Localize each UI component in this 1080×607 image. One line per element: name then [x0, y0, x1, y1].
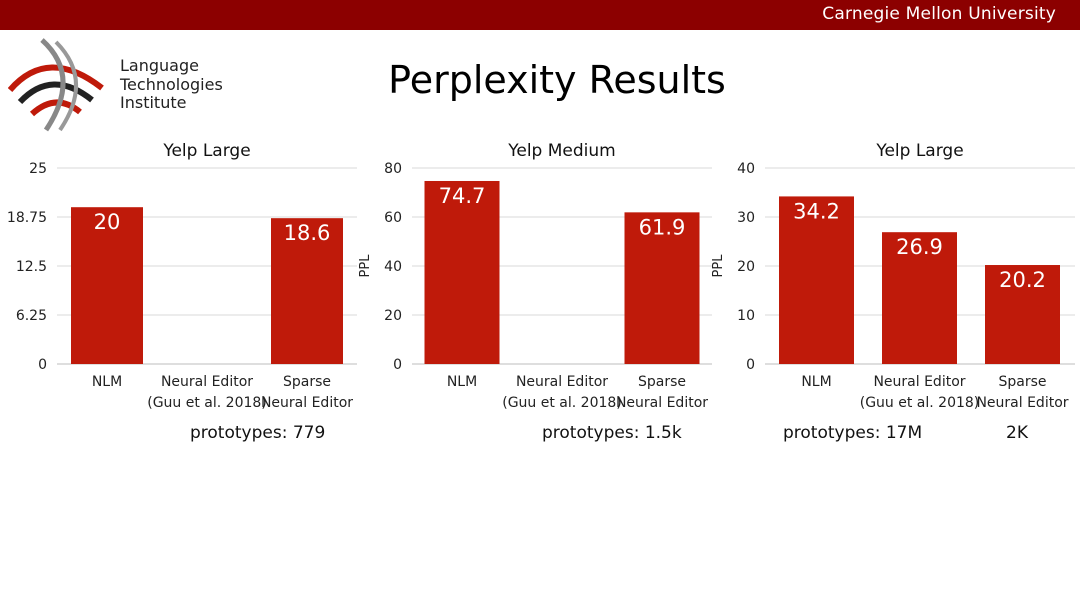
bar — [882, 232, 957, 364]
bar — [985, 265, 1060, 364]
category-label: Sparse — [998, 374, 1046, 390]
category-label: Neural Editor — [873, 374, 965, 390]
institute-name: Language Technologies Institute — [120, 56, 223, 113]
header-bar: Carnegie Mellon University — [0, 0, 1080, 30]
category-label: NLM — [447, 374, 477, 390]
bar — [71, 207, 143, 364]
prototypes-label: prototypes: 17M — [783, 423, 923, 443]
category-label: Neural Editor — [516, 374, 608, 390]
y-tick-label: 0 — [746, 357, 755, 373]
bar-value-label: 34.2 — [793, 199, 840, 223]
institute-line: Language — [120, 56, 199, 75]
y-tick-label: 80 — [384, 161, 402, 177]
chart-title: Yelp Medium — [507, 141, 615, 161]
chart-svg: Yelp Medium 0 20 40 60 80 PPL 74.7 NLM Neural Edi… — [358, 141, 712, 411]
category-label: NLM — [92, 374, 122, 390]
category-label: Sparse — [283, 374, 331, 390]
bar-value-label: 20 — [94, 210, 121, 234]
category-label: NLM — [801, 374, 831, 390]
y-tick-label: 6.25 — [16, 308, 47, 324]
bar-value-label: 18.6 — [284, 221, 331, 245]
lti-logo — [7, 36, 118, 132]
y-tick-label: 10 — [737, 308, 755, 324]
chart-yelp-medium: Yelp Medium 0 20 40 60 80 PPL 74.7 NLM Neural Edi… — [358, 130, 720, 450]
bar — [424, 180, 500, 364]
category-label: (Guu et al. 2018) — [147, 395, 267, 411]
university-name: Carnegie Mellon University — [822, 4, 1056, 24]
slide-title: Perplexity Results — [388, 58, 726, 102]
category-label: (Guu et al. 2018) — [860, 395, 980, 411]
y-tick-label: 40 — [384, 259, 402, 275]
chart-yelp-large-1: Yelp Large 0 6.25 12.5 18.75 25 20 NLM Neural Ed… — [0, 130, 360, 450]
y-tick-label: 40 — [737, 161, 755, 177]
y-tick-label: 20 — [737, 259, 755, 275]
y-axis-label: PPL — [711, 254, 726, 278]
bar-value-label: 74.7 — [439, 184, 486, 208]
category-label: Neural Editor — [616, 395, 708, 411]
bar-value-label: 61.9 — [639, 215, 686, 239]
category-label: Sparse — [638, 374, 686, 390]
category-label: Neural Editor — [161, 374, 253, 390]
bar-value-label: 20.2 — [999, 268, 1046, 292]
y-tick-label: 60 — [384, 210, 402, 226]
bar — [624, 212, 700, 364]
chart-svg: Yelp Large 0 10 20 30 40 PPL 34.2 NLM 26.9 Neural … — [711, 141, 1075, 411]
chart-svg: Yelp Large 0 6.25 12.5 18.75 25 20 NLM Neural Ed… — [7, 141, 357, 411]
chart-title: Yelp Large — [162, 141, 250, 161]
y-tick-label: 0 — [38, 357, 47, 373]
institute-line: Technologies — [120, 74, 223, 94]
y-tick-label: 30 — [737, 210, 755, 226]
y-tick-label: 18.75 — [7, 210, 47, 226]
category-label: Neural Editor — [261, 395, 353, 411]
y-tick-label: 25 — [29, 161, 47, 177]
prototypes-label: prototypes: 779 — [190, 423, 326, 443]
bar — [779, 196, 854, 364]
y-tick-label: 0 — [393, 357, 402, 373]
category-label: Neural Editor — [976, 395, 1068, 411]
chart-title: Yelp Large — [875, 141, 963, 161]
y-tick-label: 20 — [384, 308, 402, 324]
prototypes-label: prototypes: 1.5k — [542, 423, 682, 443]
prototypes-label: 2K — [1006, 423, 1028, 443]
category-label: (Guu et al. 2018) — [502, 395, 622, 411]
institute-line: Institute — [120, 93, 187, 112]
bar — [271, 218, 343, 364]
y-tick-label: 12.5 — [16, 259, 47, 275]
bar-value-label: 26.9 — [896, 235, 943, 259]
chart-yelp-large-2: Yelp Large 0 10 20 30 40 PPL 34.2 NLM 26.9 Neural … — [711, 130, 1080, 450]
y-axis-label: PPL — [358, 254, 373, 278]
